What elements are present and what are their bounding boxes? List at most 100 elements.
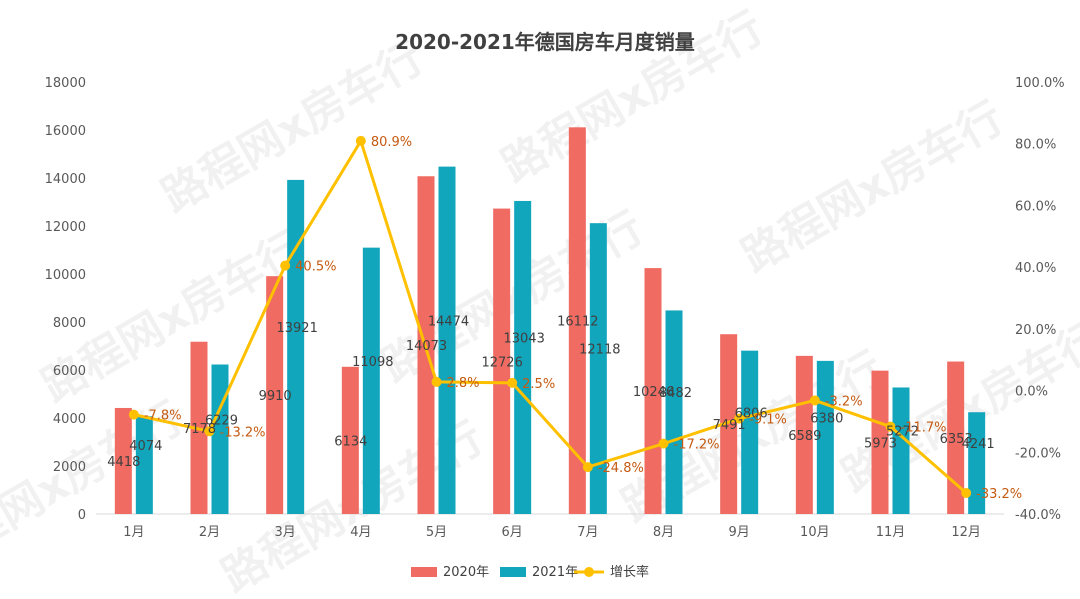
legend-swatch-2021 bbox=[500, 567, 526, 577]
growth-rate-point bbox=[734, 413, 745, 424]
bar-2021 bbox=[589, 223, 607, 514]
bar-2021-label: 12118 bbox=[579, 343, 620, 358]
bar-2021-label: 4074 bbox=[129, 439, 162, 454]
y-left-tick-label: 8000 bbox=[53, 316, 86, 331]
growth-rate-label: -24.8% bbox=[598, 461, 644, 476]
y-right-tick-label: 20.0% bbox=[1015, 323, 1056, 338]
x-tick-label: 8月 bbox=[653, 525, 674, 540]
y-left-tick-label: 12000 bbox=[45, 220, 86, 235]
legend-label-2021: 2021年 bbox=[532, 565, 578, 580]
bar-2020-label: 7491 bbox=[713, 418, 746, 433]
bar-2020 bbox=[720, 334, 738, 514]
growth-rate-label: 80.9% bbox=[371, 135, 412, 150]
growth-rate-point bbox=[658, 438, 669, 449]
bar-2020 bbox=[568, 127, 586, 514]
legend-label-rate: 增长率 bbox=[610, 564, 649, 580]
legend-swatch-2020 bbox=[411, 567, 437, 577]
bar-2021 bbox=[968, 412, 986, 514]
y-left-tick-label: 14000 bbox=[45, 172, 86, 187]
bar-2020-label: 9910 bbox=[259, 389, 292, 404]
x-tick-label: 10月 bbox=[800, 525, 830, 540]
bar-2021-label: 6229 bbox=[205, 413, 238, 428]
x-tick-label: 3月 bbox=[275, 525, 296, 540]
chart-title: 2020-2021年德国房车月度销量 bbox=[395, 30, 695, 54]
bar-2021-label: 14474 bbox=[428, 314, 469, 329]
bar-2021-label: 13043 bbox=[503, 331, 544, 346]
y-left-tick-label: 6000 bbox=[53, 364, 86, 379]
bar-2021-label: 11098 bbox=[352, 355, 393, 370]
bar-2021 bbox=[287, 179, 305, 514]
bar-2021 bbox=[892, 387, 910, 514]
bar-2021 bbox=[816, 360, 834, 514]
bar-2020 bbox=[644, 268, 662, 514]
growth-rate-point bbox=[961, 488, 972, 499]
legend: 2020年 2021年 增长率 bbox=[411, 564, 649, 580]
bar-2021 bbox=[665, 310, 683, 514]
bar-2020 bbox=[493, 208, 511, 515]
bars bbox=[114, 127, 986, 515]
growth-rate-label: 2.8% bbox=[447, 376, 480, 391]
x-tick-label: 12月 bbox=[951, 525, 981, 540]
bar-2021-label: 4241 bbox=[962, 437, 995, 452]
growth-rate-point bbox=[204, 426, 215, 437]
bar-2021 bbox=[438, 166, 456, 514]
bar-2020 bbox=[266, 276, 284, 514]
x-tick-label: 7月 bbox=[577, 525, 598, 540]
y-left-tick-label: 4000 bbox=[53, 412, 86, 427]
y-left-tick-label: 10000 bbox=[45, 268, 86, 283]
bar-2020-label: 4418 bbox=[107, 455, 140, 470]
bar-2020-label: 14073 bbox=[406, 339, 447, 354]
bar-2020 bbox=[795, 355, 813, 514]
x-tick-label: 9月 bbox=[729, 525, 750, 540]
y-left-tick-label: 16000 bbox=[45, 124, 86, 139]
bar-2021 bbox=[741, 350, 759, 514]
x-tick-label: 11月 bbox=[876, 525, 906, 540]
bar-2020 bbox=[341, 366, 359, 514]
x-tick-label: 4月 bbox=[350, 525, 371, 540]
bar-2020-label: 7178 bbox=[183, 422, 216, 437]
bar-2020-label: 5973 bbox=[864, 436, 897, 451]
watermark-text: 路程网x房车行 bbox=[733, 92, 1012, 282]
x-tick-label: 1月 bbox=[123, 525, 144, 540]
y-right-tick-label: 0.0% bbox=[1015, 385, 1048, 400]
bar-2020-label: 12726 bbox=[481, 355, 522, 370]
y-right-tick-label: 40.0% bbox=[1015, 261, 1056, 276]
y-left-tick-label: 0 bbox=[78, 508, 86, 523]
bar-2020-label: 6134 bbox=[334, 434, 367, 449]
bar-2021 bbox=[514, 200, 532, 514]
growth-rate-point bbox=[507, 377, 518, 388]
growth-rate-label: -9.1% bbox=[749, 413, 787, 428]
growth-rate-point bbox=[128, 409, 139, 420]
bar-2021-label: 5272 bbox=[886, 425, 919, 440]
bar-2020-label: 6589 bbox=[788, 429, 821, 444]
growth-rate-label: 40.5% bbox=[295, 260, 336, 275]
bar-2020-label: 10246 bbox=[633, 385, 674, 400]
growth-rate-label: -11.7% bbox=[901, 421, 947, 436]
x-tick-label: 2月 bbox=[199, 525, 220, 540]
bar-2021-label: 6806 bbox=[735, 406, 768, 421]
growth-rate-point bbox=[280, 260, 291, 271]
y-left-tick-label: 2000 bbox=[53, 460, 86, 475]
bar-2020 bbox=[947, 361, 965, 514]
y-right-tick-label: 100.0% bbox=[1015, 76, 1065, 91]
y-left-tick-label: 18000 bbox=[45, 76, 86, 91]
y-right-tick-label: -20.0% bbox=[1015, 446, 1061, 461]
bar-2021-label: 8482 bbox=[659, 386, 692, 401]
growth-rate-label: -13.2% bbox=[220, 425, 266, 440]
x-tick-label: 5月 bbox=[426, 525, 447, 540]
bar-2021-label: 6380 bbox=[810, 411, 843, 426]
bar-2021 bbox=[135, 416, 153, 514]
growth-rate-label: 2.5% bbox=[522, 377, 555, 392]
growth-rate-line bbox=[133, 139, 968, 495]
bar-2021-label: 13921 bbox=[276, 321, 317, 336]
growth-rate-label: -33.2% bbox=[976, 487, 1022, 502]
growth-rate-point bbox=[582, 462, 593, 473]
legend-label-2020: 2020年 bbox=[443, 565, 489, 580]
growth-rate-label: -17.2% bbox=[674, 438, 720, 453]
growth-rate-label: -3.2% bbox=[825, 394, 863, 409]
y-right-tick-label: 60.0% bbox=[1015, 199, 1056, 214]
x-tick-label: 6月 bbox=[502, 525, 523, 540]
growth-rate-label: -7.8% bbox=[144, 409, 182, 424]
growth-rate-point bbox=[809, 395, 820, 406]
